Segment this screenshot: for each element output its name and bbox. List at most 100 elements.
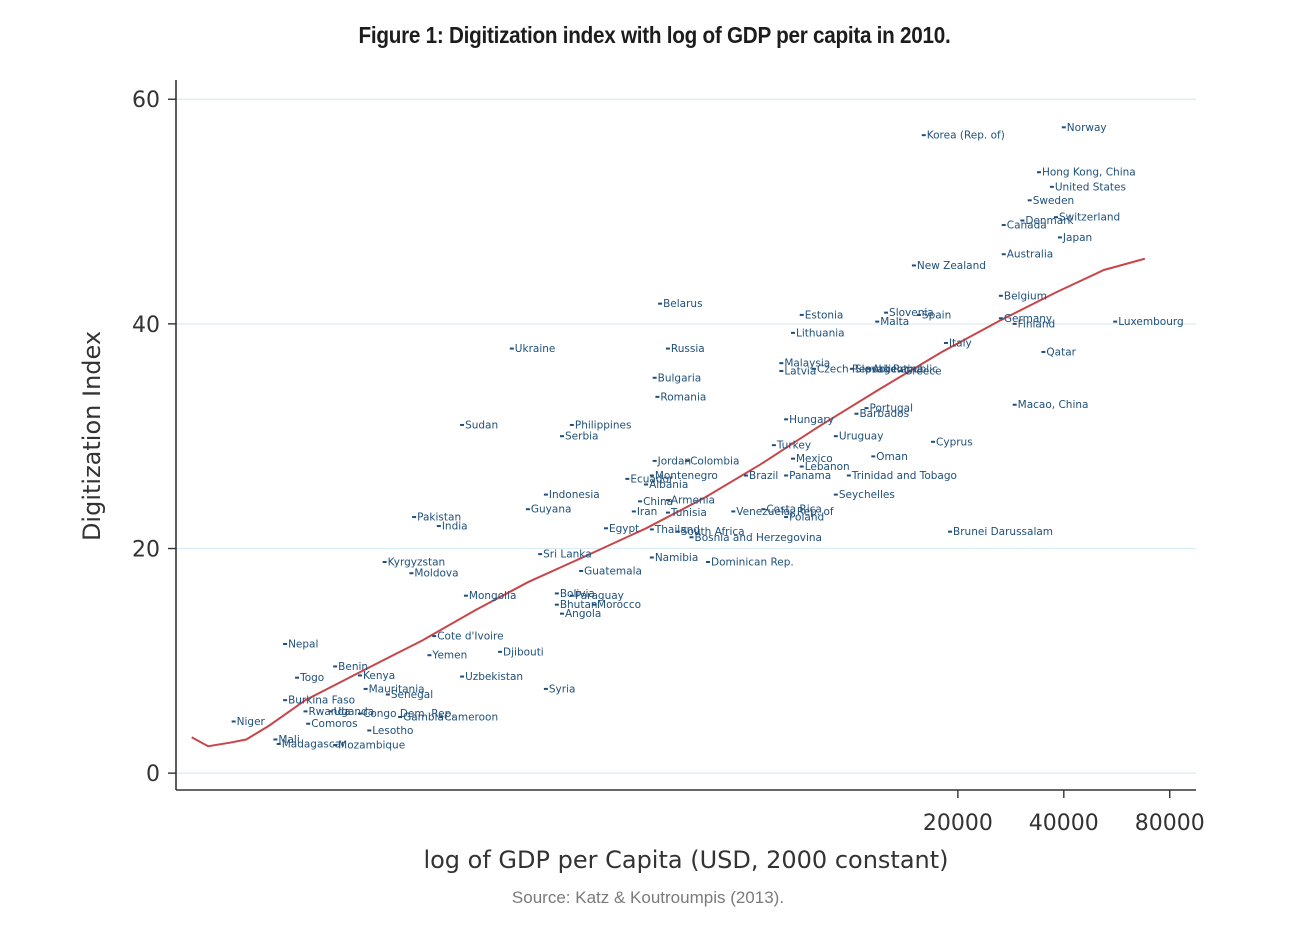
point-label: Burkina Faso	[288, 695, 355, 707]
point-label: Norway	[1067, 122, 1107, 134]
point-label: Lebanon	[805, 461, 850, 473]
data-point: Panama	[784, 470, 831, 482]
data-point: Greece	[899, 366, 942, 378]
point-label: Seychelles	[839, 489, 895, 501]
data-point: Italy	[943, 337, 972, 349]
point-marker	[432, 635, 437, 638]
point-label: Thailand	[654, 524, 700, 536]
x-tick-label: 80000	[1135, 811, 1205, 836]
x-ticks: 20000 40000 80000	[923, 790, 1205, 836]
point-marker	[706, 560, 711, 563]
point-label: Spain	[922, 309, 951, 321]
data-points: Norway Korea (Rep. of) Hong Kong, China Uni…	[231, 122, 1184, 752]
data-point: Mexico	[790, 453, 833, 465]
point-marker	[799, 313, 804, 316]
point-label: Luxembourg	[1118, 316, 1183, 328]
point-label: Philippines	[575, 419, 632, 431]
point-marker	[655, 395, 660, 398]
data-point: Germany	[998, 313, 1052, 325]
grid-lines	[176, 98, 1196, 774]
point-marker	[1012, 322, 1017, 325]
point-marker	[921, 134, 926, 137]
point-label: Ecuador	[630, 473, 674, 485]
figure-title: Figure 1: Digitization index with log of…	[358, 22, 951, 48]
data-point: Mongolia	[463, 590, 516, 602]
point-marker	[846, 474, 851, 477]
point-marker	[1053, 216, 1058, 219]
point-label: Niger	[237, 716, 266, 728]
source-note: Source: Katz & Koutroumpis (2013).	[511, 888, 785, 907]
data-point: Lebanon	[799, 461, 850, 473]
data-point: Philippines	[569, 419, 632, 431]
point-marker	[864, 407, 869, 410]
data-point: Belarus	[658, 298, 703, 310]
data-point: Australia	[1001, 249, 1053, 261]
data-point: Morocco	[592, 599, 641, 611]
point-label: Cameroon	[444, 711, 498, 723]
data-point: Oman	[871, 451, 908, 463]
data-point: Ukraine	[509, 343, 555, 355]
point-marker	[948, 530, 953, 533]
x-tick-label: 40000	[1029, 811, 1099, 836]
point-marker	[799, 465, 804, 468]
point-marker	[784, 418, 789, 421]
data-point: Luxembourg	[1113, 316, 1184, 328]
point-marker	[784, 474, 789, 477]
point-label: Iran	[637, 506, 658, 518]
y-ticks: 0 20 40 60	[132, 88, 176, 787]
point-label: Japan	[1062, 232, 1092, 244]
point-marker	[283, 642, 288, 645]
data-point: Romania	[655, 391, 706, 403]
data-point: Denmark	[1020, 215, 1075, 227]
point-label: Tunisia	[670, 507, 707, 519]
point-label: Albania	[649, 479, 688, 491]
point-marker	[744, 474, 749, 477]
point-label: Gambia	[403, 711, 444, 723]
x-tick-label: 20000	[923, 811, 993, 836]
point-marker	[439, 715, 444, 718]
point-label: Cote d'Ivoire	[437, 631, 503, 643]
data-point: Finland	[1012, 318, 1055, 330]
data-point: Japan	[1057, 232, 1092, 244]
data-point: Hong Kong, China	[1036, 167, 1136, 179]
point-marker	[382, 560, 387, 563]
data-point: Costa Rica	[761, 504, 822, 516]
point-label: Denmark	[1025, 215, 1074, 227]
point-marker	[849, 367, 854, 370]
data-point: Moldova	[409, 568, 459, 580]
point-label: Greece	[904, 366, 941, 378]
point-marker	[665, 347, 670, 350]
data-point: Uganda	[328, 706, 374, 718]
point-label: Angola	[565, 608, 601, 620]
point-marker	[665, 499, 670, 502]
data-point: Pakistan	[412, 512, 461, 524]
fit-line	[191, 257, 1146, 748]
point-marker	[638, 500, 643, 503]
point-label: Mali	[278, 734, 299, 746]
data-point: Kyrgyzstan	[382, 556, 445, 568]
point-label: Turkey	[776, 440, 811, 452]
point-marker	[398, 715, 403, 718]
point-label: Venezuela, Rep. of	[736, 506, 834, 518]
point-label: Togo	[299, 672, 324, 684]
point-label: Australia	[1007, 249, 1053, 261]
point-label: Canada	[1007, 220, 1047, 232]
data-point: Sudan	[460, 419, 498, 431]
point-marker	[779, 362, 784, 365]
data-point: Djibouti	[498, 646, 544, 658]
point-label: Bosnia and Herzegovina	[694, 532, 822, 544]
data-point: Tunisia	[665, 507, 707, 519]
data-point: Nepal	[283, 638, 318, 650]
data-point: Thailand	[649, 524, 700, 536]
point-marker	[875, 320, 880, 323]
point-marker	[675, 530, 680, 533]
data-point: Latvia	[779, 366, 816, 378]
y-axis-title: Digitization Index	[78, 331, 106, 541]
point-label: Montenegro	[655, 470, 718, 482]
point-marker	[652, 459, 657, 462]
data-point: Slovak Republic	[849, 363, 938, 375]
data-point: Brazil	[744, 470, 778, 482]
point-marker	[569, 423, 574, 426]
point-label: Sudan	[465, 419, 498, 431]
point-marker	[790, 331, 795, 334]
